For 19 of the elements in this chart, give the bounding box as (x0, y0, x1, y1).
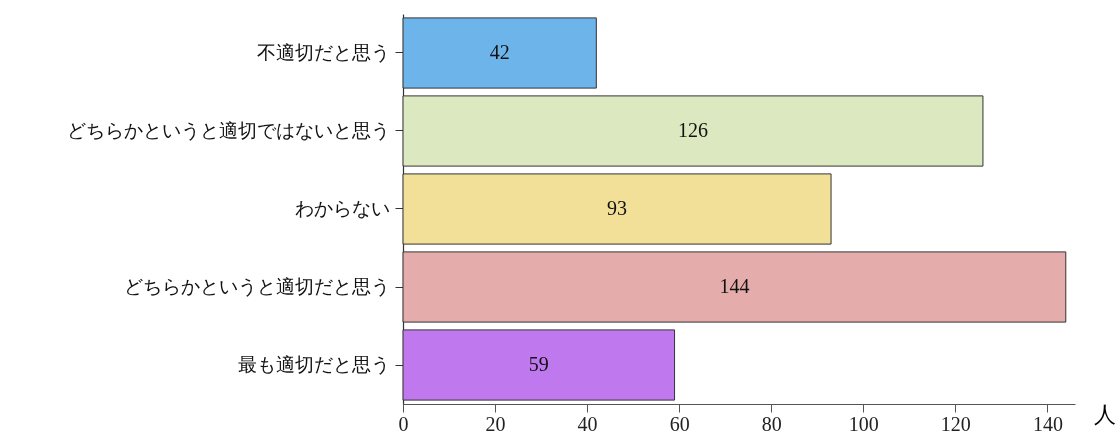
data-label: 59 (528, 353, 549, 375)
x-axis-title: 人 (1093, 401, 1116, 427)
x-tick-label: 20 (485, 412, 506, 435)
x-tick-label: 120 (940, 412, 971, 435)
data-label: 93 (607, 197, 628, 219)
data-label: 126 (677, 119, 708, 141)
y-tick-label: 最も適切だと思う (237, 354, 390, 375)
x-tick-label: 140 (1032, 412, 1063, 435)
x-tick-label: 100 (848, 412, 879, 435)
y-tick-label: どちらかというと適切だと思う (123, 276, 390, 297)
y-tick-label: どちらかというと適切ではないと思う (66, 120, 390, 141)
x-tick-label: 80 (761, 412, 782, 435)
data-label: 144 (719, 275, 750, 297)
y-tick-label: 不適切だと思う (256, 42, 390, 63)
y-tick-label: わからない (294, 198, 390, 219)
data-label: 42 (489, 41, 510, 63)
x-tick-label: 0 (398, 412, 409, 435)
x-tick-label: 60 (669, 412, 690, 435)
x-tick-label: 40 (577, 412, 598, 435)
